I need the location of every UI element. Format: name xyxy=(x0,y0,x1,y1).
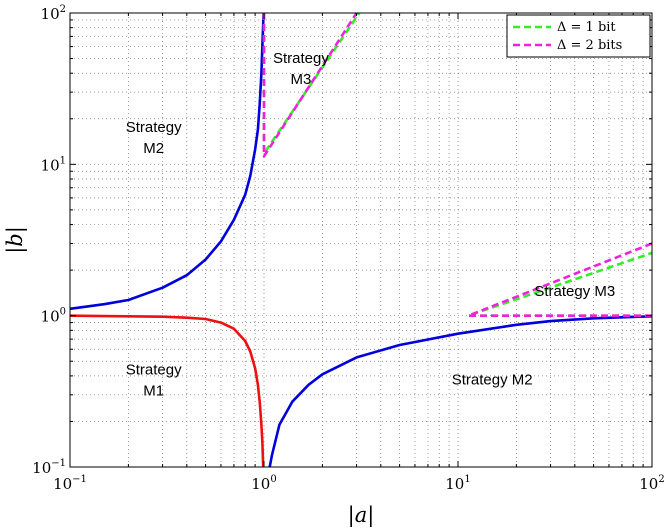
tick-label-base: 10 xyxy=(445,475,464,493)
region-annotation: Strategy M2 xyxy=(126,119,182,157)
series-line xyxy=(268,315,653,468)
tick-label-base: 10 xyxy=(53,475,72,493)
tick-label-exponent: 1 xyxy=(464,474,470,485)
region-annotation-line: Strategy xyxy=(126,362,182,379)
x-tick-label: 100 xyxy=(251,474,276,493)
tick-label-base: 10 xyxy=(639,475,658,493)
series-line xyxy=(69,12,265,311)
legend-label: Δ = 1 bit xyxy=(557,20,616,35)
legend-label: Δ = 2 bits xyxy=(557,38,622,53)
y-tick-label: 10−1 xyxy=(32,458,66,477)
series-line xyxy=(262,12,358,158)
y-tick-label: 100 xyxy=(41,307,66,326)
tick-label-base: 10 xyxy=(251,475,270,493)
y-tick-label: 101 xyxy=(41,155,66,174)
tick-label-exponent: −1 xyxy=(72,474,87,485)
tick-label-exponent: 2 xyxy=(658,474,664,485)
y-tick-label: 102 xyxy=(41,4,66,23)
tick-label-base: 10 xyxy=(41,308,60,326)
tick-label-exponent: −1 xyxy=(51,458,66,469)
region-annotation: Strategy M2 xyxy=(452,372,533,389)
tick-label-base: 10 xyxy=(32,459,51,477)
x-tick-label: 101 xyxy=(445,474,470,493)
region-annotation: Strategy M3 xyxy=(534,283,615,300)
x-axis-label: |a| xyxy=(348,503,375,528)
x-tick-label: 102 xyxy=(639,474,664,493)
region-annotation-line: M3 xyxy=(291,71,312,88)
tick-label-exponent: 1 xyxy=(60,155,66,166)
series-layer xyxy=(69,12,653,468)
tick-label-exponent: 0 xyxy=(60,307,66,318)
series-line xyxy=(69,314,265,468)
region-annotation-line: Strategy xyxy=(126,119,182,136)
region-annotation-line: Strategy xyxy=(273,50,329,67)
legend-box xyxy=(506,14,651,58)
tick-label-exponent: 2 xyxy=(60,4,66,15)
series-line xyxy=(466,242,653,318)
region-annotation-line: Strategy M3 xyxy=(534,283,615,300)
region-annotation: Strategy M1 xyxy=(126,362,182,400)
tick-label-exponent: 0 xyxy=(270,474,276,485)
legend: Δ = 1 bit Δ = 2 bits xyxy=(506,14,651,58)
tick-label-base: 10 xyxy=(41,156,60,174)
x-tick-label: 10−1 xyxy=(53,474,87,493)
y-axis-label: |b| xyxy=(3,226,28,254)
region-annotation: Strategy M3 xyxy=(273,50,329,88)
tick-label-base: 10 xyxy=(41,5,60,23)
region-annotation-line: M2 xyxy=(143,140,164,157)
region-annotation-line: Strategy M2 xyxy=(452,372,533,389)
plot-frame xyxy=(69,12,653,468)
region-annotation-line: M1 xyxy=(143,383,164,400)
